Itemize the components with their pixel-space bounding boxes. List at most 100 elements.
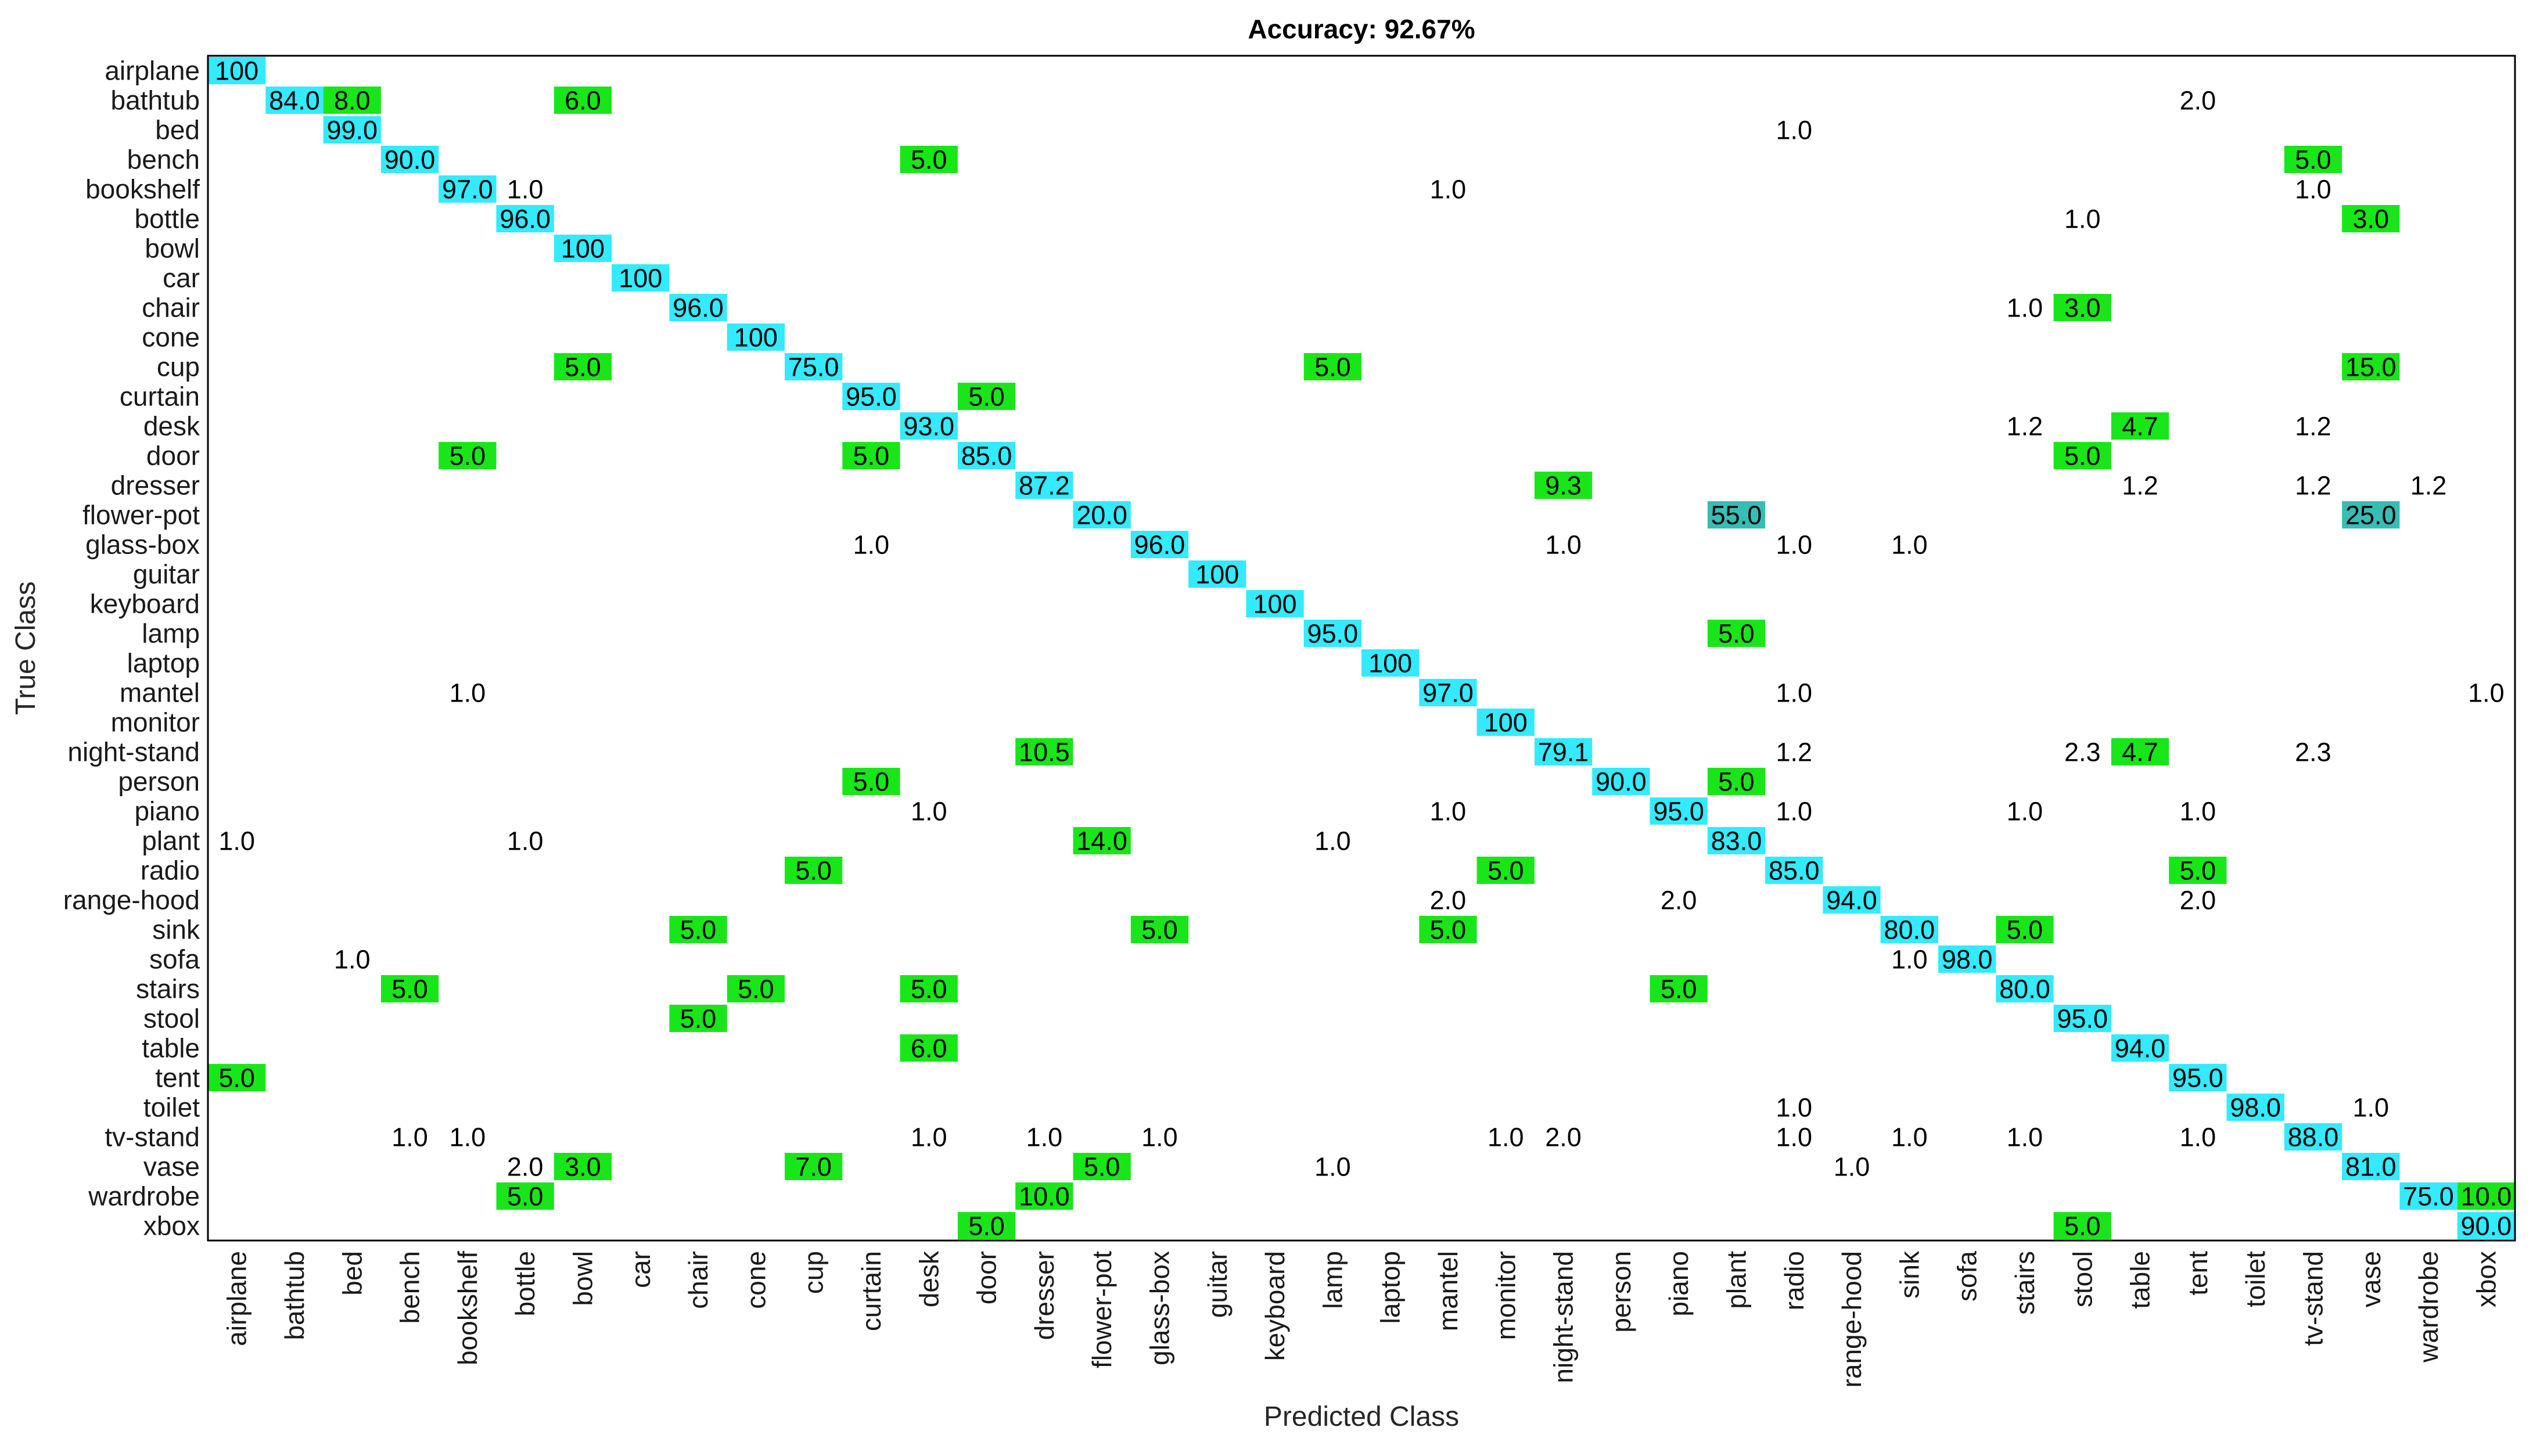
cell-highlight — [1303, 353, 1361, 380]
matrix-cell: 1.2 — [2007, 412, 2043, 441]
matrix-cell: 97.0 — [1419, 678, 1477, 708]
cell-value: 5.0 — [1141, 915, 1178, 945]
cell-highlight — [1707, 827, 1766, 854]
cell-value: 5.0 — [391, 975, 428, 1004]
cell-value: 5.0 — [853, 767, 890, 797]
x-tick-label: stool — [2067, 1251, 2097, 1307]
matrix-cell: 5.0 — [380, 975, 439, 1004]
cell-value: 75.0 — [788, 353, 839, 382]
cell-value: 100 — [1368, 649, 1412, 678]
cell-value: 3.0 — [565, 1152, 601, 1182]
y-tick-label: bookshelf — [85, 174, 200, 204]
cell-highlight — [1476, 709, 1535, 736]
cell-value: 5.0 — [2064, 1211, 2101, 1241]
matrix-cell: 100 — [727, 323, 785, 353]
y-tick-label: cone — [142, 322, 200, 353]
matrix-cell: 6.0 — [554, 86, 612, 116]
x-axis-label: Predicted Class — [1264, 1401, 1459, 1432]
matrix-cell: 25.0 — [2342, 501, 2400, 530]
cell-value: 1.0 — [218, 826, 255, 856]
matrix-cell: 87.2 — [1015, 471, 1073, 501]
cell-value: 1.0 — [1891, 1123, 1928, 1152]
cell-highlight — [612, 264, 670, 292]
cell-value: 5.0 — [680, 1004, 717, 1034]
x-tick-label: bottle — [510, 1251, 540, 1317]
x-tick-label: stairs — [2010, 1251, 2040, 1315]
y-tick-label: keyboard — [90, 589, 200, 619]
cell-value: 95.0 — [2057, 1004, 2108, 1034]
x-tick-label: sofa — [1952, 1251, 1982, 1302]
cell-value: 5.0 — [1718, 767, 1755, 797]
matrix-cell: 81.0 — [2342, 1152, 2400, 1182]
matrix-cell: 5.0 — [496, 1182, 554, 1211]
y-tick-label: laptop — [127, 648, 200, 678]
cell-value: 98.0 — [2230, 1093, 2281, 1123]
cell-value: 81.0 — [2345, 1152, 2397, 1182]
matrix-cell: 96.0 — [496, 204, 554, 234]
cell-value: 5.0 — [2064, 441, 2101, 471]
y-tick-labels: airplanebathtubbedbenchbookshelfbottlebo… — [63, 56, 200, 1241]
cell-highlight — [208, 57, 266, 84]
matrix-cell: 3.0 — [2342, 204, 2400, 234]
cell-value: 2.0 — [2180, 86, 2216, 116]
cell-value: 2.0 — [1545, 1123, 1582, 1152]
chart-title: Accuracy: 92.67% — [1248, 14, 1475, 44]
cell-value: 1.0 — [1430, 797, 1467, 826]
x-tick-label: tv-stand — [2298, 1251, 2328, 1346]
matrix-cell: 5.0 — [1650, 975, 1708, 1004]
y-tick-label: xbox — [143, 1211, 200, 1241]
cell-highlight — [1073, 1153, 1131, 1180]
cell-highlight — [2399, 1182, 2457, 1210]
matrix-cell: 1.0 — [1891, 1123, 1928, 1152]
cell-value: 5.0 — [507, 1182, 544, 1211]
matrix-cell: 80.0 — [1880, 915, 1938, 945]
cell-value: 100 — [1484, 708, 1528, 738]
matrix-cell: 9.3 — [1534, 471, 1593, 501]
cell-highlight — [1130, 531, 1189, 558]
x-tick-label: vase — [2356, 1251, 2386, 1307]
cell-highlight — [1534, 738, 1593, 765]
cell-value: 1.2 — [2122, 471, 2158, 501]
cell-value: 1.0 — [2007, 797, 2043, 826]
matrix-cell: 5.0 — [842, 767, 900, 797]
x-tick-label: guitar — [1202, 1251, 1233, 1318]
matrix-cell: 98.0 — [2226, 1093, 2284, 1123]
x-tick-label: dresser — [1029, 1251, 1059, 1340]
cell-highlight — [1419, 916, 1477, 943]
cell-value: 1.0 — [507, 175, 544, 204]
matrix-cell: 15.0 — [2342, 353, 2400, 382]
cell-value: 87.2 — [1019, 471, 1070, 501]
matrix-cell: 96.0 — [1130, 530, 1189, 560]
cell-value: 15.0 — [2345, 353, 2397, 382]
matrix-cell: 1.0 — [1488, 1123, 1524, 1152]
matrix-cell: 83.0 — [1707, 826, 1766, 856]
cell-value: 95.0 — [1653, 797, 1704, 826]
x-tick-label: range-hood — [1837, 1251, 1867, 1387]
cell-highlight — [785, 857, 843, 884]
x-tick-label: bench — [395, 1251, 425, 1324]
matrix-cell: 100 — [1246, 589, 1304, 619]
matrix-cell: 5.0 — [842, 441, 900, 471]
y-tick-label: tv-stand — [105, 1122, 200, 1152]
cell-value: 1.0 — [1776, 1093, 1812, 1123]
matrix-cell: 1.0 — [2007, 797, 2043, 826]
cell-value: 5.0 — [565, 353, 601, 382]
x-tick-label: lamp — [1317, 1251, 1348, 1309]
cell-value: 1.0 — [1776, 797, 1812, 826]
matrix-cell: 8.0 — [323, 86, 381, 116]
cell-value: 2.3 — [2064, 738, 2101, 767]
x-tick-label: bed — [337, 1251, 367, 1296]
matrix-cell: 1.0 — [2007, 293, 2043, 323]
y-tick-label: cup — [157, 352, 200, 382]
matrix-cell: 5.0 — [439, 441, 497, 471]
cell-highlight — [1996, 916, 2054, 943]
cell-value: 5.0 — [2295, 145, 2331, 175]
y-tick-label: car — [163, 263, 200, 293]
cell-value: 4.7 — [2122, 412, 2158, 441]
cell-highlight — [265, 87, 324, 114]
matrix-cell: 2.3 — [2064, 738, 2101, 767]
matrix-cell: 1.0 — [1141, 1123, 1178, 1152]
matrix-cell: 1.0 — [1776, 1123, 1812, 1152]
cell-value: 1.0 — [2007, 293, 2043, 323]
matrix-cell: 1.0 — [1776, 116, 1812, 145]
